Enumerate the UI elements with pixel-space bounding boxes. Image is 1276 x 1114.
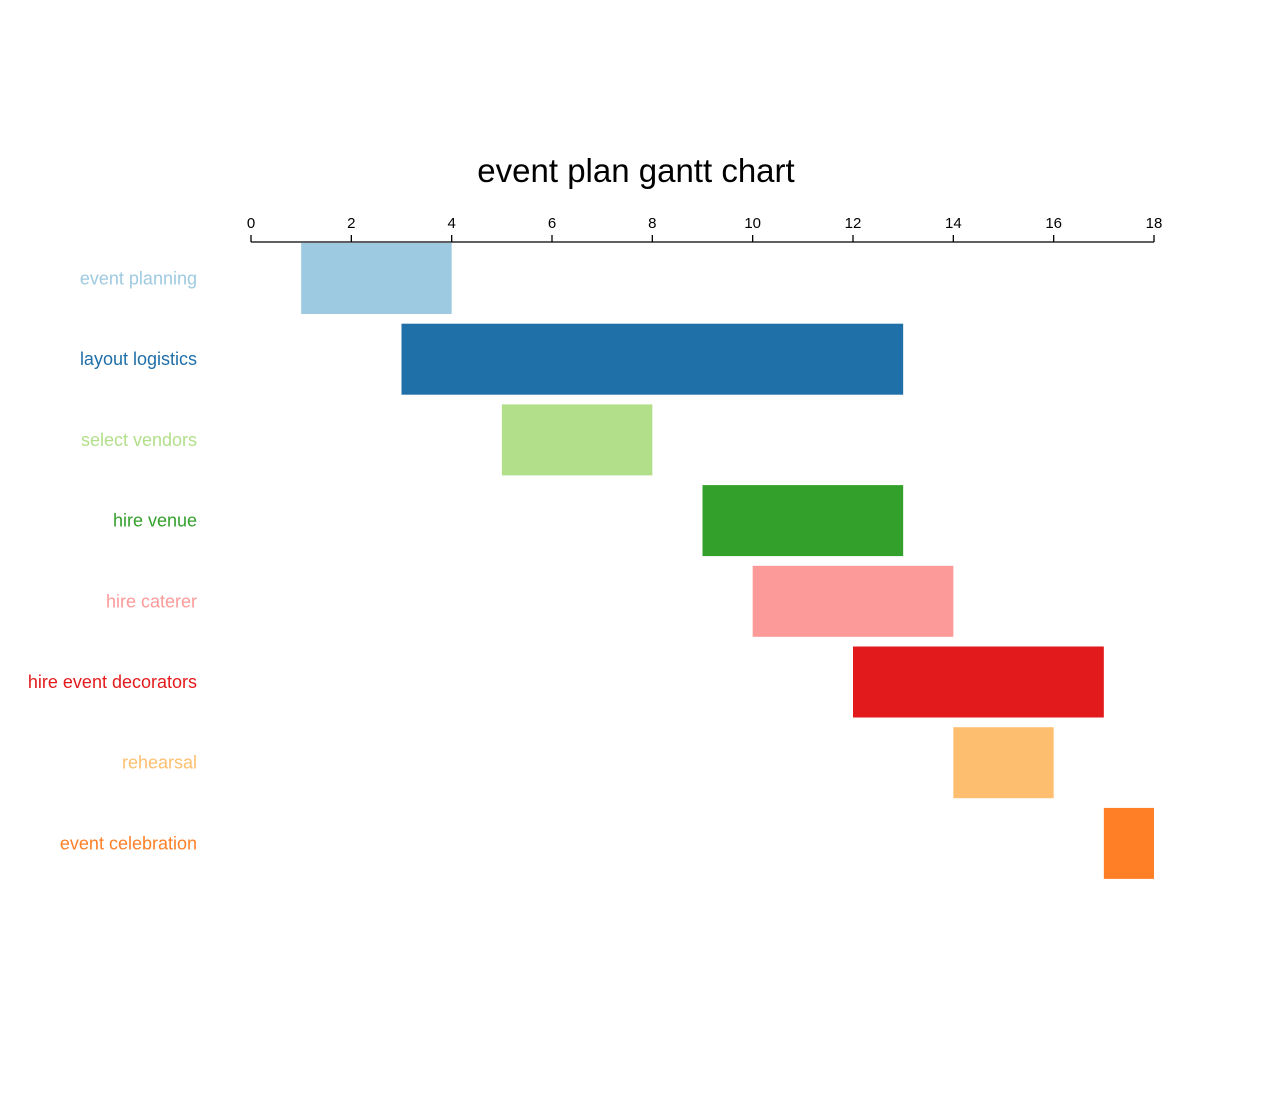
task-label: hire venue: [113, 511, 197, 531]
task-labels-group: event planning layout logistics select ven…: [28, 269, 197, 854]
x-tick-label: 6: [548, 215, 556, 232]
x-tick-label: 18: [1146, 215, 1163, 232]
x-axis: 0 2 4 6 8 10 12 14 16 18: [247, 215, 1163, 243]
x-tick-label: 10: [744, 215, 761, 232]
gantt-bar: [702, 485, 904, 557]
task-label: select vendors: [81, 430, 197, 450]
x-tick-label: 8: [648, 215, 656, 232]
task-label: event celebration: [60, 833, 197, 853]
gantt-bar: [1103, 807, 1154, 879]
task-label: hire event decorators: [28, 672, 197, 692]
gantt-bar: [301, 243, 452, 314]
task-label: rehearsal: [122, 753, 197, 773]
x-tick-label: 16: [1045, 215, 1062, 232]
task-label: event planning: [80, 269, 197, 289]
chart-title: event plan gantt chart: [477, 152, 795, 189]
gantt-bar: [501, 404, 653, 476]
gantt-bar: [953, 727, 1054, 799]
x-tick-label: 4: [447, 215, 455, 232]
gantt-bar: [752, 565, 954, 637]
x-tick-label: 2: [347, 215, 355, 232]
gantt-bar: [853, 646, 1104, 718]
gantt-bar: [401, 323, 904, 395]
task-label: layout logistics: [80, 349, 197, 369]
x-tick-label: 0: [247, 215, 255, 232]
x-tick-label: 12: [845, 215, 862, 232]
x-tick-label: 14: [945, 215, 962, 232]
task-label: hire caterer: [106, 591, 197, 611]
bars-group: [301, 243, 1154, 879]
